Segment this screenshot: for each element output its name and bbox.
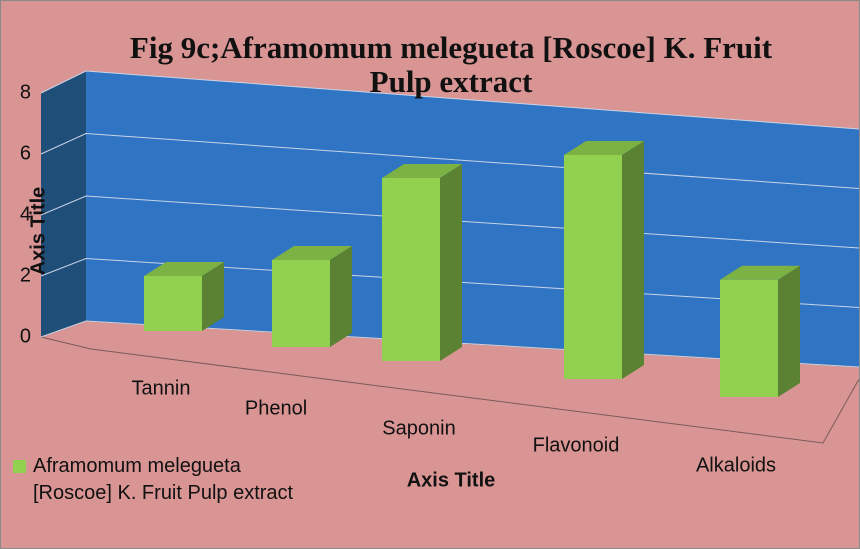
legend: Aframomum melegueta [Roscoe] K. Fruit Pu… (13, 453, 313, 507)
floor-edge (40, 336, 859, 444)
bar (382, 178, 440, 361)
x-axis-title: Axis Title (407, 469, 496, 491)
y-tick-label: 6 (20, 142, 31, 164)
bar (564, 155, 622, 379)
bar (144, 276, 202, 331)
y-tick-label: 2 (20, 264, 31, 286)
bar-side (778, 265, 800, 397)
x-tick-label: Saponin (382, 417, 455, 439)
bar-top (382, 164, 462, 178)
bar-top (144, 262, 224, 276)
legend-key (13, 460, 26, 473)
bar-side (202, 262, 224, 331)
bar-top (564, 141, 644, 155)
bar (272, 260, 330, 347)
x-tick-label: Alkaloids (696, 454, 776, 476)
x-tick-label: Phenol (245, 397, 307, 419)
y-tick-label: 0 (20, 325, 31, 347)
bar-side (622, 141, 644, 379)
legend-label: Aframomum melegueta [Roscoe] K. Fruit Pu… (33, 455, 294, 504)
y-tick-label: 4 (20, 203, 31, 225)
x-tick-label: Tannin (132, 377, 191, 399)
chart-title: Fig 9c;Aframomum melegueta [Roscoe] K. F… (129, 30, 773, 99)
side-wall (41, 71, 86, 337)
grid-line (40, 70, 859, 130)
bar-top (272, 246, 352, 260)
bar-top (720, 265, 800, 280)
bar-side (440, 164, 462, 361)
bar (720, 279, 778, 397)
y-axis-title: Axis Title (27, 187, 49, 276)
bar-side (330, 246, 352, 347)
y-tick-label: 8 (20, 81, 31, 103)
x-tick-label: Flavonoid (533, 434, 620, 456)
